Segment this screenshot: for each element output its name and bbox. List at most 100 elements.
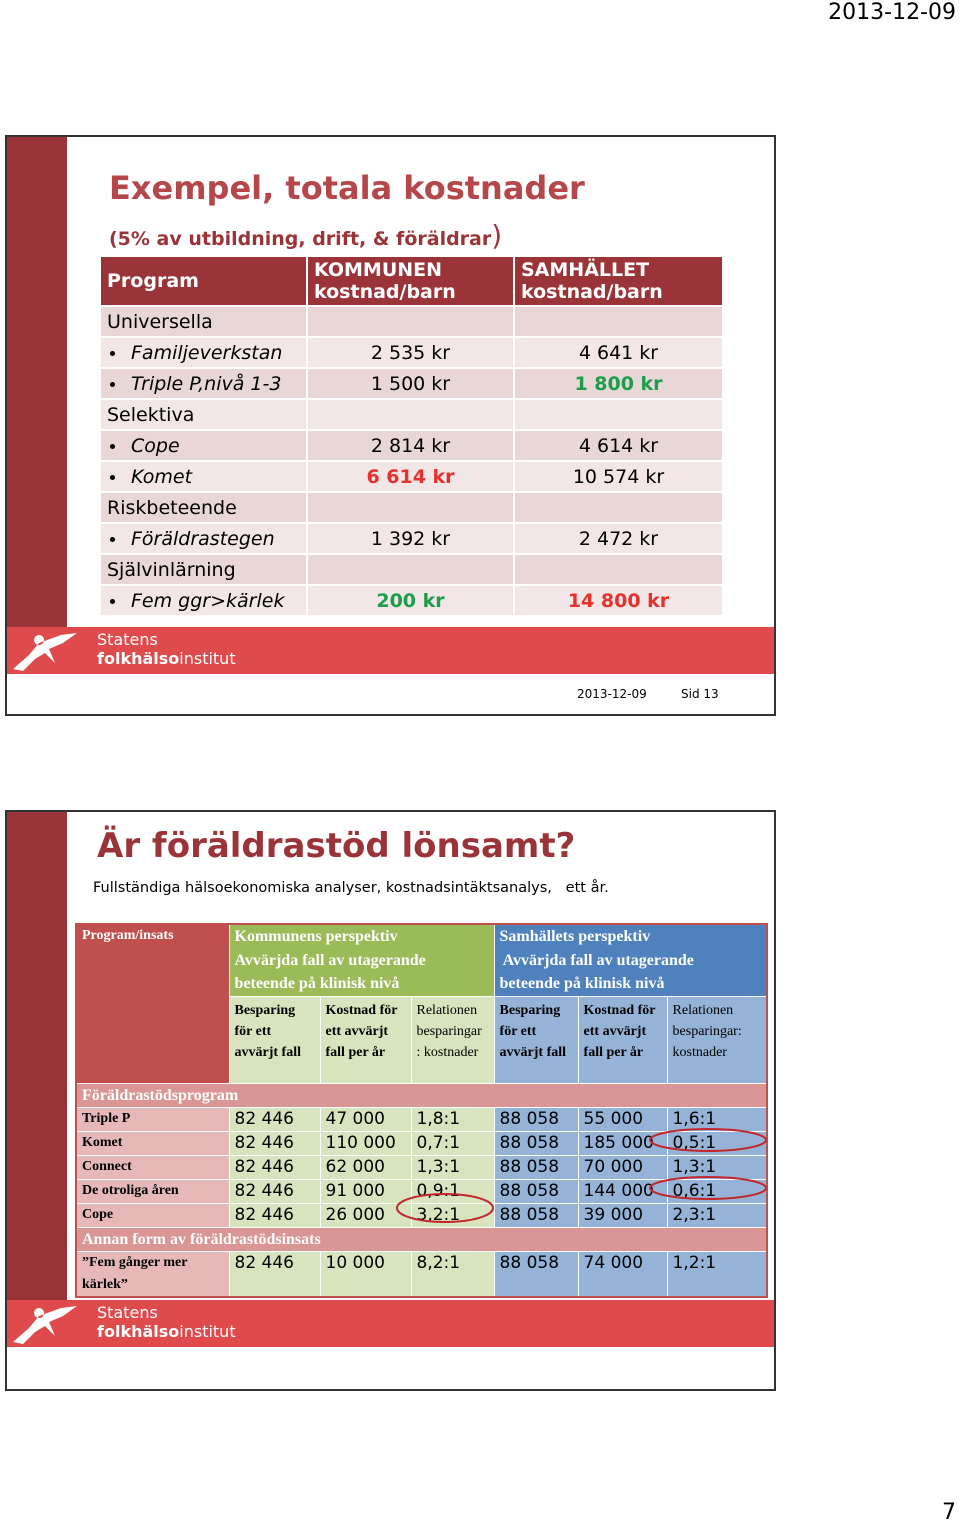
table-row: Självinlärning [99,553,724,586]
value-cell: 88 058 [493,1250,579,1297]
empty-cell [306,398,515,431]
cost-cell: 2 814 kr [306,429,515,462]
value-cell: 74 000 [577,1250,668,1297]
program-cell: Triple P [75,1106,230,1132]
logo-line-2: folkhälsoinstitut [97,1322,236,1341]
cost-cell: 6 614 kr [306,460,515,493]
cost-cell: 200 kr [306,584,515,617]
logo-light: institut [179,1322,236,1341]
group-header: Kommunens perspektiv Avvärjda fall av uta… [228,923,495,997]
group-line: Samhällets perspektiv [499,928,651,945]
group-line: Kommunens perspektiv [234,928,398,945]
program-cell: Komet [99,460,308,493]
logo-light: institut [179,649,236,668]
section-cell: Föräldrastödsprogram [75,1082,768,1108]
subheader-cell: Relationen besparingar : kostnader [410,995,495,1084]
value-cell: 1,8:1 [410,1106,495,1132]
subheader-cell: Besparing för ett avvärjt fall [493,995,579,1084]
program-name: Triple P,nivå 1-3 [131,372,282,395]
cost-cell: 2 535 kr [306,336,515,369]
program-cell: Cope [75,1202,230,1228]
section-cell: Annan form av föräldrastödsinsats [75,1226,768,1252]
slide-subtitle: (5% av utbildning, drift, & föräldrar) [109,219,502,252]
table-row: Komet 6 614 kr 10 574 kr [99,460,724,493]
section-cell: Universella [99,305,308,338]
subtitle-text: (5% av utbildning, drift, & föräldrar [109,228,492,250]
value-cell: 82 446 [228,1250,321,1297]
value-cell: 3,2:1 [410,1202,495,1228]
program-cell: Komet [75,1130,230,1156]
footer-page: Sid 13 [681,687,719,701]
bullet [110,475,115,480]
side-band [7,137,67,627]
cost-cell: 1 500 kr [306,367,515,400]
page-number: 7 [942,1500,956,1525]
table-row: Föräldrastegen 1 392 kr 2 472 kr [99,522,724,555]
value-cell: 39 000 [577,1202,668,1228]
value-cell: 1,6:1 [666,1106,768,1132]
program-cell: Föräldrastegen [99,522,308,555]
program-name: Fem ggr>kärlek [131,589,285,612]
value-cell: 82 446 [228,1106,321,1132]
cost-cell: 4 641 kr [513,336,724,369]
cost-cell: 14 800 kr [513,584,724,617]
value-cell: 8,2:1 [410,1250,495,1297]
program-name: Familjeverkstan [131,341,283,364]
bullet [110,599,115,604]
table-row: Familjeverkstan 2 535 kr 4 641 kr [99,336,724,369]
bullet [110,382,115,387]
slide-subtitle: Fullständiga hälsoekonomiska analyser, k… [93,880,609,896]
cost-cell: 10 574 kr [513,460,724,493]
cost-cell: 1 392 kr [306,522,515,555]
section-row: Föräldrastödsprogram [75,1082,768,1108]
empty-cell [306,491,515,524]
logo-line-2: folkhälsoinstitut [97,649,236,668]
logo-bold: folkhälso [97,649,180,668]
data-row: Triple P 82 446 47 000 1,8:1 88 058 55 000 1,6… [75,1106,768,1132]
group-header: Samhällets perspektiv Avvärjda fall av u… [493,923,768,997]
program-cell: Fem ggr>kärlek [99,584,308,617]
empty-cell [513,553,724,586]
section-cell: Riskbeteende [99,491,308,524]
slide-title: Exempel, totala kostnader [109,169,585,207]
program-cell: ”Fem gånger mer kärlek” [75,1250,230,1297]
value-cell: 88 058 [493,1106,579,1132]
cost-cell: 2 472 kr [513,522,724,555]
slide-1: Exempel, totala kostnader (5% av utbildn… [5,135,776,716]
subheader-cell: Kostnad för ett avvärjt fall per år [577,995,668,1084]
page-date: 2013-12-09 [828,0,956,25]
data-row: Connect 82 446 62 000 1,3:1 88 058 70 000 1,3:… [75,1154,768,1180]
program-cell: Triple P,nivå 1-3 [99,367,308,400]
logo-line-1: Statens [97,630,158,649]
header-cell: KOMMUNEN kostnad/barn [306,255,515,307]
value-cell: 88 058 [493,1154,579,1180]
value-cell: 88 058 [493,1178,579,1204]
empty-cell [513,398,724,431]
circle [649,1128,767,1152]
subheader-cell: Kostnad för ett avvärjt fall per år [319,995,412,1084]
program-name: Cope [131,434,180,457]
program-cell: De otroliga åren [75,1178,230,1204]
annotation-circles [396,1128,767,1223]
empty-cell [306,305,515,338]
section-cell: Selektiva [99,398,308,431]
value-cell: 1,3:1 [410,1154,495,1180]
logo-icon [13,1306,77,1344]
data-row: Cope 82 446 26 000 3,2:1 88 058 39 000 2,3:1 [75,1202,768,1228]
table-row: Fem ggr>kärlek 200 kr 14 800 kr [99,584,724,617]
value-cell: 91 000 [319,1178,412,1204]
value-cell: 10 000 [319,1250,412,1297]
table-row: Riskbeteende [99,491,724,524]
logo-line-1: Statens [97,1303,158,1322]
value-cell: 82 446 [228,1202,321,1228]
group-line: Avvärjda fall av utagerande [234,951,426,969]
slide-2: Är föräldrastöd lönsamt? Fullständiga hä… [5,810,776,1391]
empty-cell [513,305,724,338]
bullet [110,537,115,542]
value-cell: 55 000 [577,1106,668,1132]
group-line: beteende på klinisk nivå [499,975,665,992]
empty-cell [306,553,515,586]
group-row: Program/insats Kommunens perspektiv Avvärj… [75,923,768,1084]
group-line: beteende på klinisk nivå [234,975,400,992]
